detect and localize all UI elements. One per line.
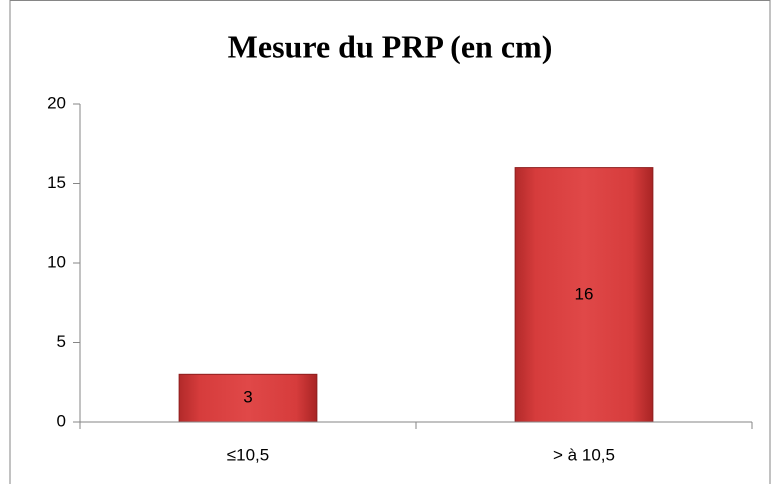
data-label: 3 bbox=[243, 388, 252, 407]
y-tick-label: 5 bbox=[57, 332, 66, 351]
x-tick-label: ≤10,5 bbox=[227, 445, 269, 464]
data-label: 16 bbox=[575, 284, 594, 303]
bar bbox=[514, 167, 654, 423]
x-tick-label: > à 10,5 bbox=[553, 445, 615, 464]
y-tick-label: 20 bbox=[47, 93, 66, 112]
chart-title: Mesure du PRP (en cm) bbox=[228, 28, 553, 64]
y-tick-label: 10 bbox=[47, 252, 66, 271]
y-tick-label: 0 bbox=[57, 411, 66, 430]
y-tick-label: 15 bbox=[47, 173, 66, 192]
chart-frame bbox=[9, 0, 771, 484]
